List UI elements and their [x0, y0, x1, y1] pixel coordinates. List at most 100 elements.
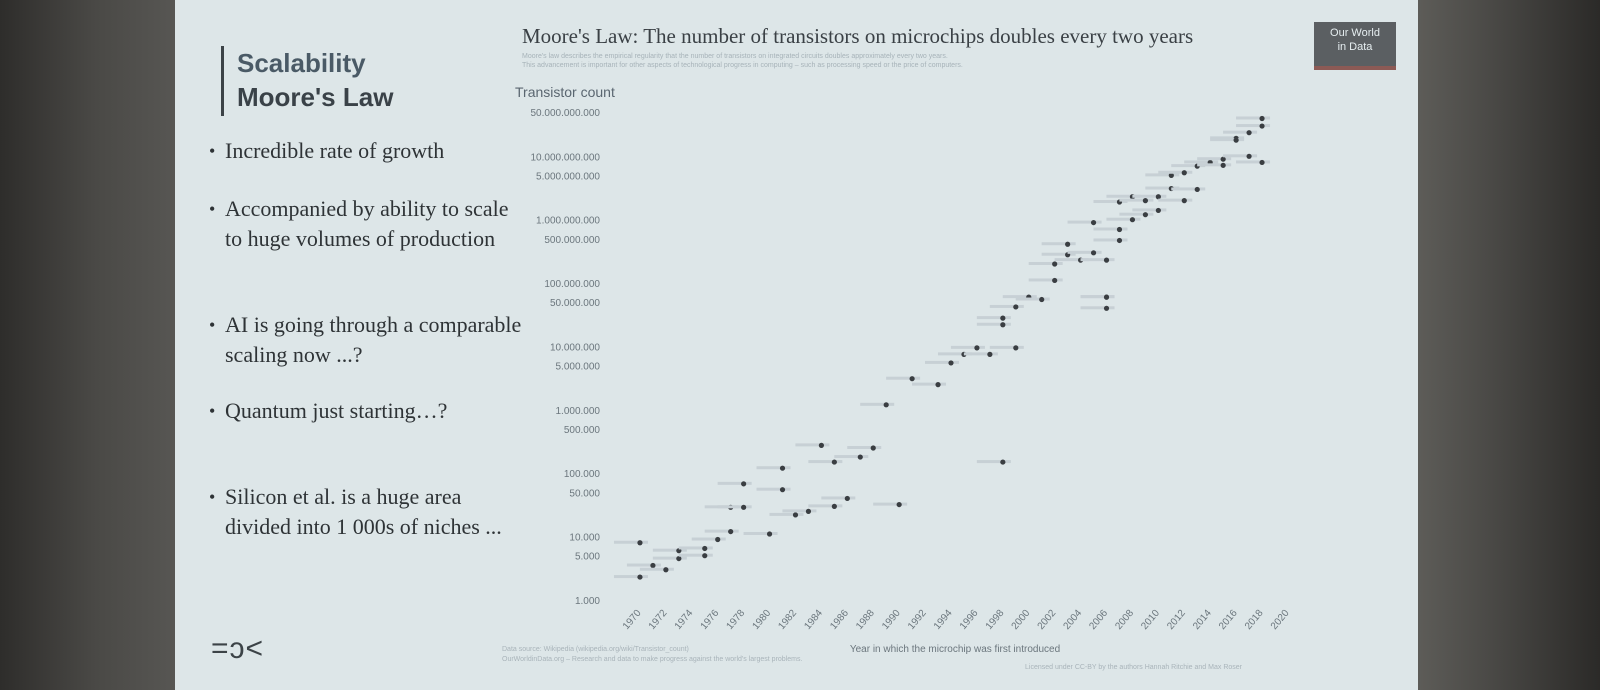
chip-name-label [1210, 136, 1245, 140]
data-point [1155, 207, 1161, 214]
data-point [1142, 212, 1148, 218]
y-tick-label: 100.000 [564, 469, 601, 480]
chip-name-label [1093, 238, 1128, 242]
chip-name-label [989, 345, 1024, 349]
projector-bezel-left [0, 0, 175, 690]
chip-name-label [912, 382, 947, 386]
y-tick-label: 5.000.000.000 [536, 171, 600, 182]
y-tick-label: 5.000.000 [556, 362, 601, 373]
data-point [935, 382, 941, 388]
chip-name-label [717, 505, 752, 509]
chip-name-label [613, 575, 648, 579]
transistor-scatter-plot: 1.000 5.000 10.000 50.000 100.000 500.000 1.00… [530, 108, 1291, 655]
data-point [1090, 250, 1097, 256]
data-point [702, 553, 708, 559]
data-point [1142, 198, 1148, 204]
x-tick-label: 1998 [984, 607, 1007, 631]
chip-name-label [1223, 130, 1258, 134]
y-tick-label: 50.000.000 [550, 298, 600, 309]
data-point [948, 360, 954, 366]
data-point [1233, 137, 1239, 143]
x-tick-label: 2012 [1165, 607, 1188, 631]
chip-name-label [821, 496, 856, 500]
chart-subtitle: Moore's law describes the empirical regu… [522, 52, 1302, 70]
data-point [1259, 115, 1265, 122]
data-point [909, 376, 915, 382]
x-tick-label: 1992 [906, 607, 929, 631]
data-point [637, 540, 643, 546]
data-point [1129, 217, 1136, 223]
chip-name-label [743, 531, 778, 535]
chip-name-label [1106, 217, 1141, 221]
data-point [831, 503, 837, 509]
source-note: Data source: Wikipedia (wikipedia.org/wi… [502, 646, 689, 653]
data-point [1000, 315, 1006, 321]
data-point [805, 508, 812, 514]
chip-name-label [1197, 163, 1232, 167]
chip-name-label [950, 345, 985, 349]
chip-name-label [1002, 295, 1037, 299]
chip-name-label [678, 553, 713, 557]
data-point [1052, 261, 1058, 267]
data-point [650, 562, 656, 569]
chip-name-label [873, 502, 908, 506]
chip-name-label [1236, 160, 1271, 164]
chip-name-label [1145, 186, 1180, 190]
data-point [1103, 294, 1110, 300]
owid-badge-stripe [1314, 66, 1396, 70]
data-point [1000, 459, 1006, 465]
chip-name-label [626, 563, 661, 567]
y-tick-label: 1.000 [575, 596, 600, 607]
chip-name-label [989, 304, 1024, 308]
x-tick-label: 1988 [854, 607, 877, 631]
data-point [1039, 296, 1045, 303]
chip-name-label [1184, 160, 1219, 164]
y-tick-label: 50.000.000.000 [530, 108, 600, 119]
data-point [728, 528, 734, 535]
license-note: Licensed under CC-BY by the authors Hann… [1025, 664, 1242, 671]
y-tick-label: 500.000.000 [544, 235, 600, 246]
y-axis-title: Transistor count [515, 84, 615, 100]
data-point [1155, 194, 1161, 200]
data-point [974, 345, 980, 351]
chip-name-label [1132, 208, 1167, 212]
x-tick-label: 1986 [828, 607, 851, 631]
data-point [1052, 277, 1058, 284]
chip-name-label [860, 402, 895, 406]
company-logo: =ɔ< [211, 632, 265, 665]
x-tick-label: 2014 [1191, 607, 1214, 631]
data-point [741, 481, 747, 487]
title-accent-bar [221, 46, 224, 116]
chip-name-label [1067, 220, 1102, 224]
owid-badge-line: Our World [1330, 27, 1380, 39]
chart-title: Moore's Law: The number of transistors o… [522, 24, 1194, 48]
data-point [715, 536, 721, 543]
chip-name-label [1119, 212, 1154, 216]
chip-name-label [847, 446, 882, 450]
data-point [637, 574, 643, 580]
chip-name-label [613, 540, 648, 544]
data-point [870, 445, 876, 451]
slide-title: Scalability [237, 48, 366, 78]
x-tick-label: 1996 [958, 607, 981, 631]
x-tick-label: 1982 [776, 607, 799, 631]
chip-name-label [1119, 198, 1154, 202]
data-point [676, 555, 682, 562]
chip-name-label [1158, 170, 1193, 174]
x-tick-label: 1990 [880, 607, 903, 631]
x-tick-label: 2006 [1087, 607, 1110, 631]
chip-name-label [1171, 187, 1206, 191]
data-point [1181, 170, 1187, 176]
data-point [1259, 123, 1265, 129]
chart-subtitle-line: This advancement is important for other … [522, 62, 963, 69]
chip-name-label [1080, 306, 1115, 310]
data-point [1259, 159, 1265, 166]
chip-name-label [1223, 154, 1258, 158]
y-tick-label: 10.000 [569, 533, 600, 544]
y-tick-label: 10.000.000.000 [530, 152, 600, 163]
chip-name-label [886, 376, 921, 380]
data-point [1246, 130, 1252, 136]
chip-name-label [756, 466, 791, 470]
data-point [741, 504, 747, 510]
chip-name-label [976, 316, 1011, 320]
